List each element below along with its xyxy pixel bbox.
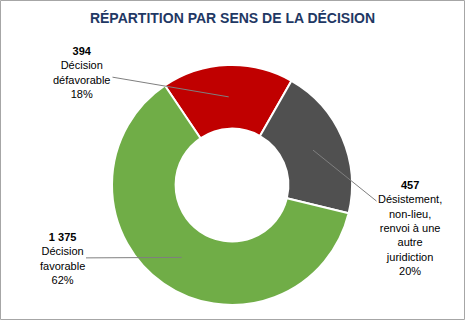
svg-text:394Décisiondéfavorable18%: 394Décisiondéfavorable18% — [53, 45, 111, 100]
svg-text:RÉPARTITION PAR SENS DE LA DÉC: RÉPARTITION PAR SENS DE LA DÉCISION — [90, 10, 375, 26]
svg-text:1 375Décisionfavorable62%: 1 375Décisionfavorable62% — [40, 231, 85, 286]
svg-text:457Désistement,non-lieu,renvoi: 457Désistement,non-lieu,renvoi à uneautr… — [378, 179, 442, 277]
